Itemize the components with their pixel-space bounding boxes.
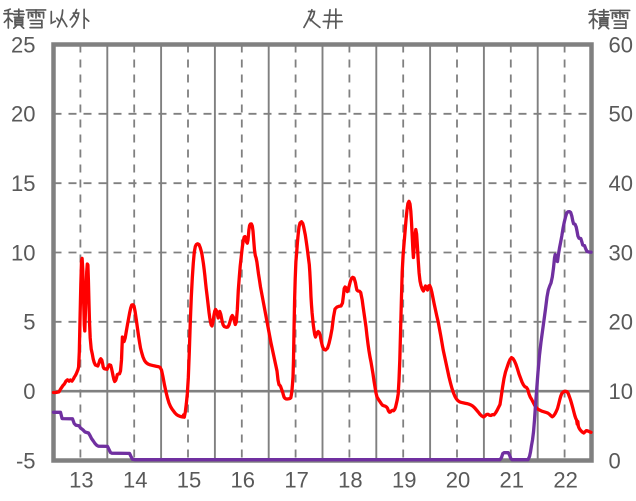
svg-text:0: 0 (609, 448, 621, 473)
svg-text:30: 30 (609, 240, 633, 265)
svg-text:20: 20 (11, 102, 35, 127)
svg-text:22: 22 (553, 467, 577, 492)
svg-text:19: 19 (392, 467, 416, 492)
svg-text:-5: -5 (16, 448, 36, 473)
svg-text:13: 13 (69, 467, 93, 492)
svg-text:21: 21 (500, 467, 524, 492)
svg-text:40: 40 (609, 171, 633, 196)
svg-text:16: 16 (231, 467, 255, 492)
svg-text:17: 17 (284, 467, 308, 492)
svg-text:15: 15 (177, 467, 201, 492)
svg-text:14: 14 (123, 467, 147, 492)
svg-text:50: 50 (609, 102, 633, 127)
svg-text:20: 20 (609, 310, 633, 335)
svg-text:10: 10 (11, 240, 35, 265)
svg-text:15: 15 (11, 171, 35, 196)
svg-text:20: 20 (446, 467, 470, 492)
svg-text:10: 10 (609, 379, 633, 404)
svg-text:0: 0 (23, 379, 35, 404)
svg-text:25: 25 (11, 32, 35, 57)
svg-text:18: 18 (338, 467, 362, 492)
svg-text:5: 5 (23, 310, 35, 335)
svg-text:60: 60 (609, 32, 633, 57)
